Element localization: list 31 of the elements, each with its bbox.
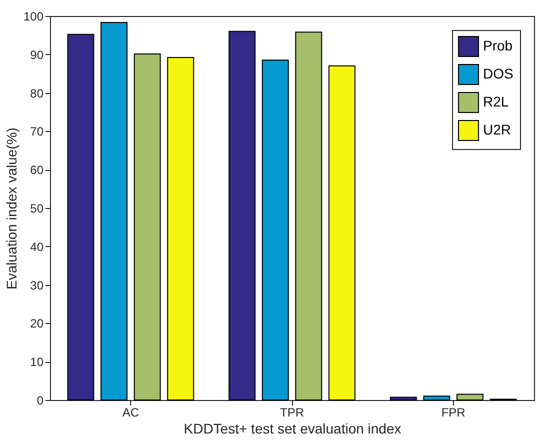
bar xyxy=(262,60,289,400)
bar xyxy=(328,65,356,400)
bar xyxy=(100,22,128,400)
y-tick-label: 10 xyxy=(30,355,44,370)
y-tick-label: 60 xyxy=(30,163,44,178)
y-tick-label: 50 xyxy=(30,202,44,216)
y-tick-label: 30 xyxy=(30,278,44,292)
legend-label: R2L xyxy=(483,94,509,110)
bar xyxy=(390,396,417,400)
bar xyxy=(456,394,484,400)
y-tick-label: 0 xyxy=(36,394,44,408)
y-tick-label: 80 xyxy=(30,86,44,100)
bar xyxy=(295,32,322,400)
y-tick-label: 70 xyxy=(30,124,44,139)
x-axis-title: KDDTest+ test set evaluation index xyxy=(184,420,402,436)
y-tick-label: 100 xyxy=(23,10,44,24)
y-axis-title: Evaluation index value(%) xyxy=(3,128,20,290)
y-tick-label: 20 xyxy=(30,316,44,331)
bar xyxy=(134,54,161,400)
x-tick-label: TPR xyxy=(280,406,304,420)
bar xyxy=(228,30,256,400)
bar xyxy=(67,34,94,400)
x-tick-label: AC xyxy=(122,406,140,420)
x-tick-label: FPR xyxy=(441,406,466,420)
legend-label: DOS xyxy=(483,66,514,82)
y-tick-label: 90 xyxy=(30,48,44,62)
legend-label: U2R xyxy=(483,122,512,138)
bar xyxy=(423,396,450,400)
legend-label: Prob xyxy=(483,38,513,54)
bar xyxy=(167,56,194,400)
y-tick-label: 40 xyxy=(30,240,44,254)
